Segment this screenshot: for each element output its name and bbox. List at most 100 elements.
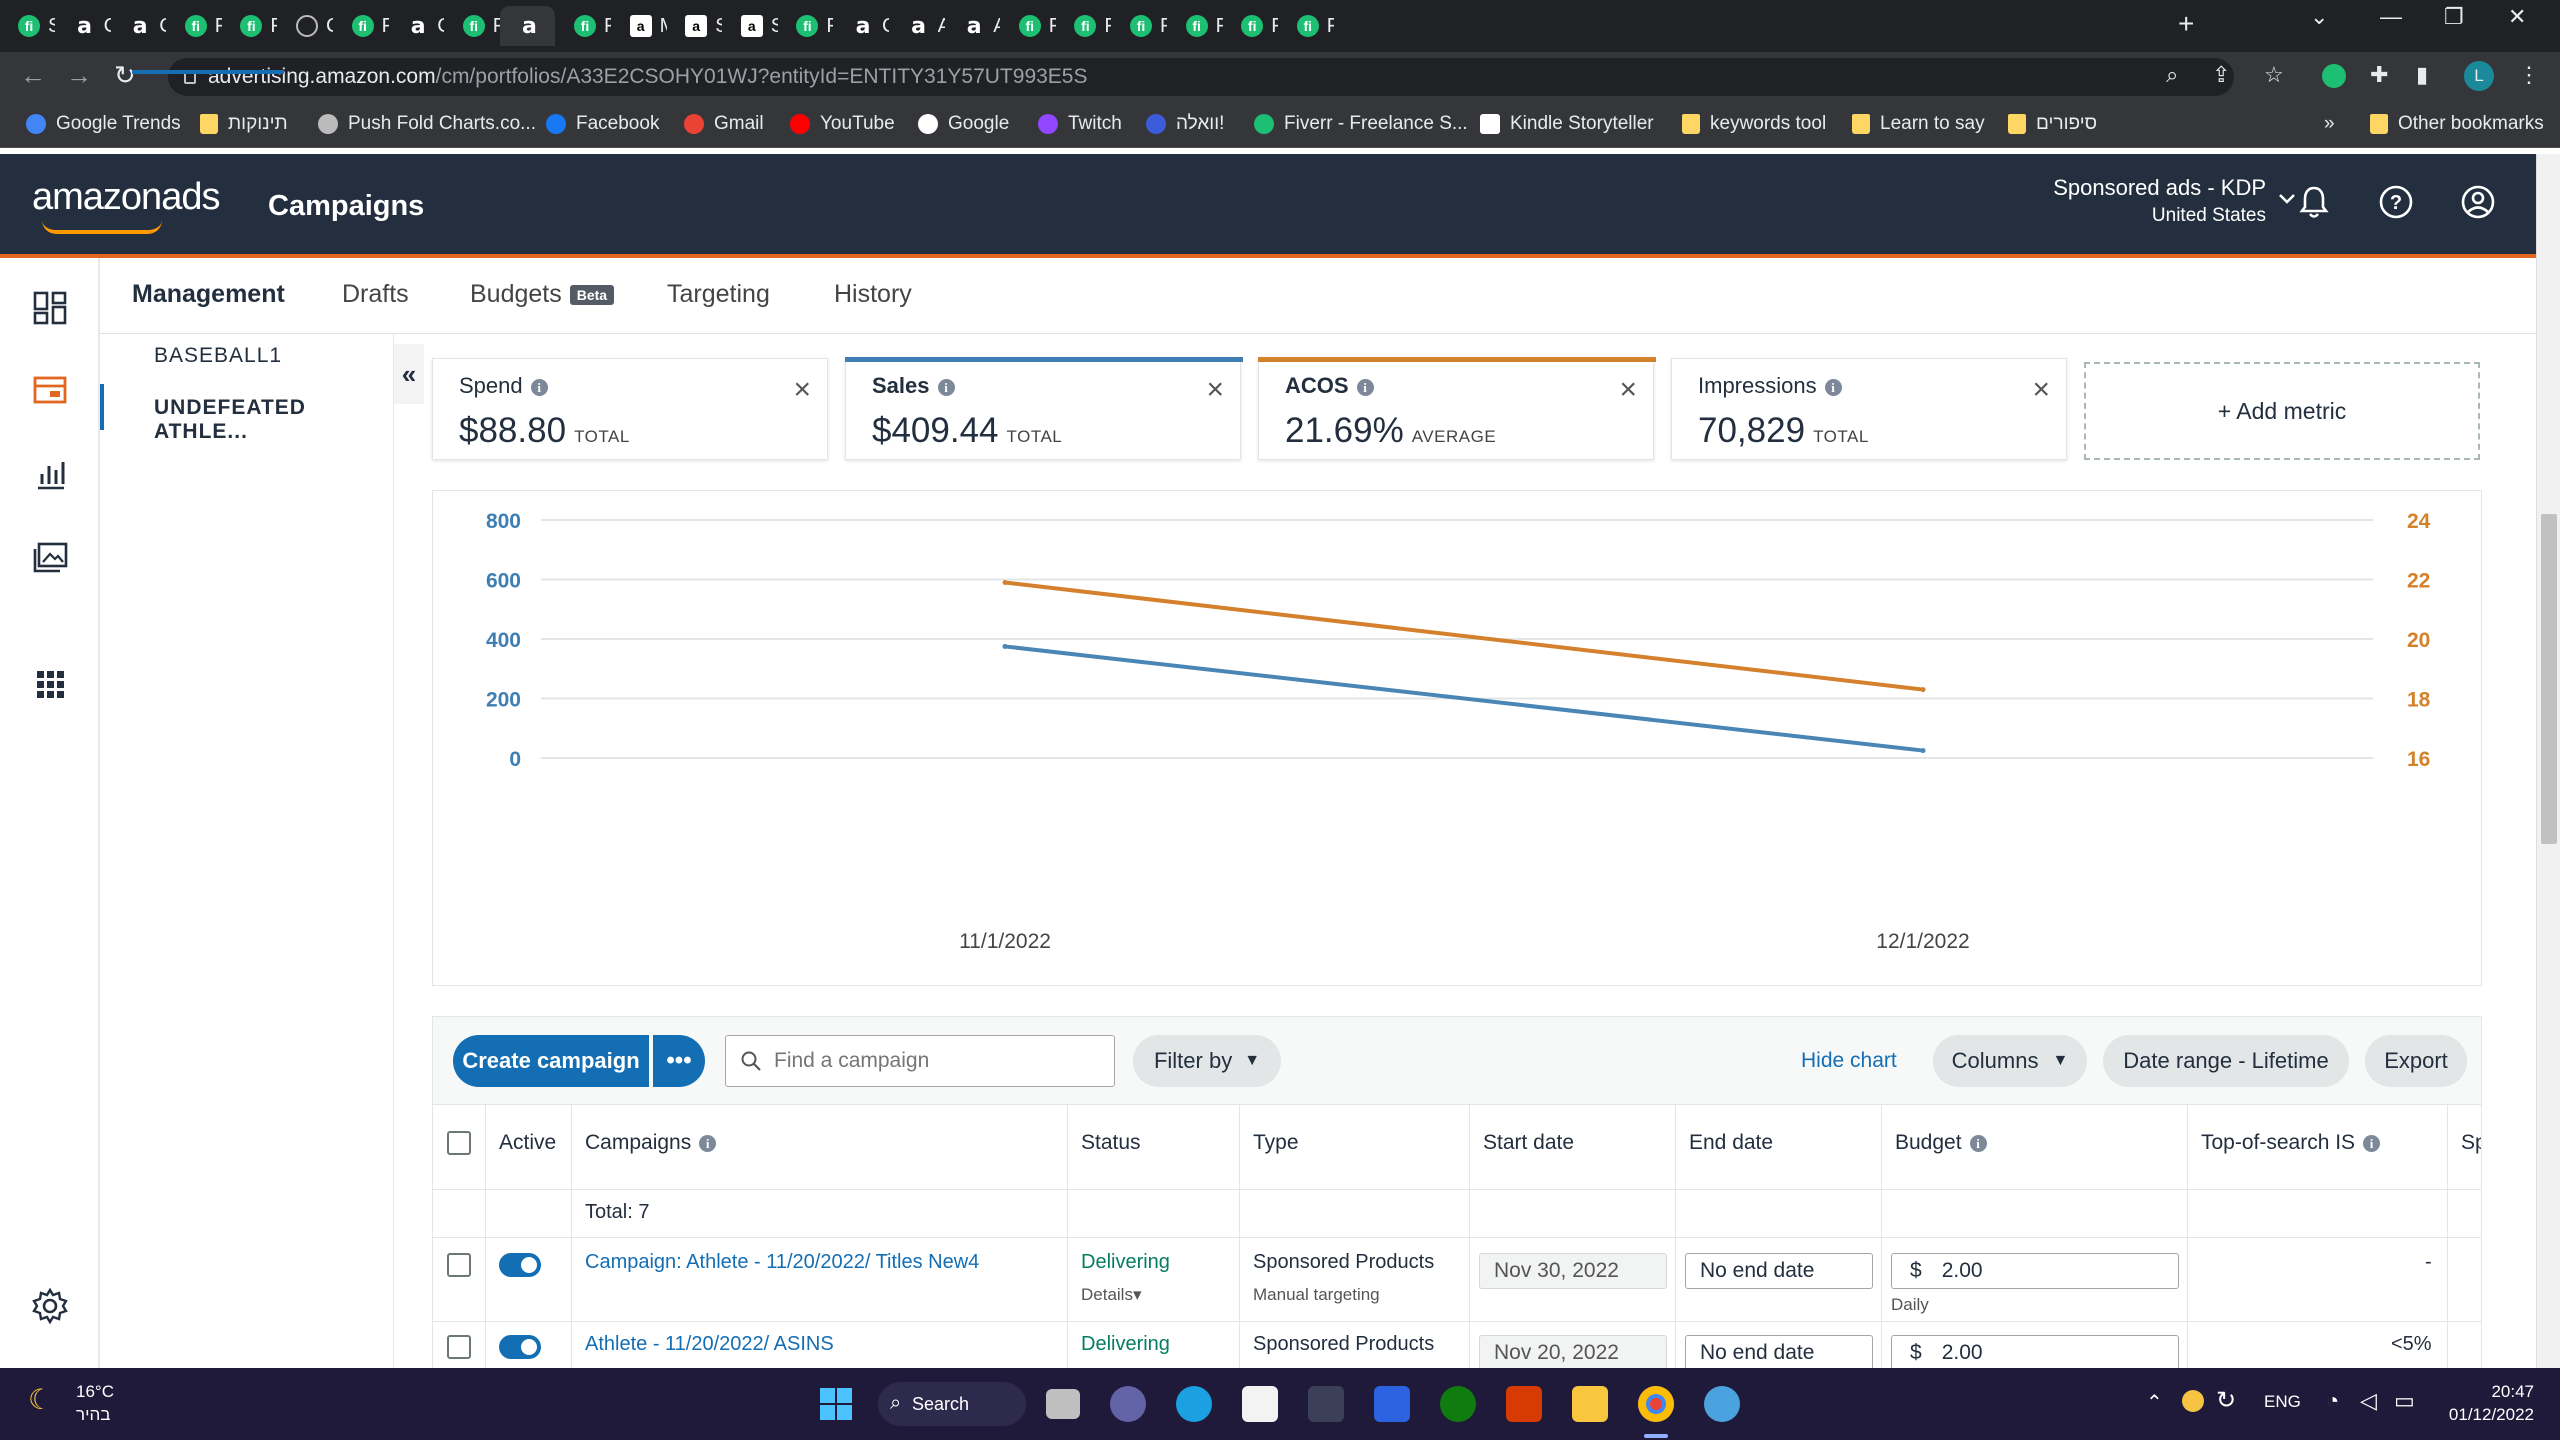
- bookmark-item[interactable]: וואלה!: [1146, 113, 1224, 135]
- page-scrollbar[interactable]: [2536, 154, 2560, 1368]
- browser-tab[interactable]: fi Five: [222, 6, 277, 46]
- metric-card-spend[interactable]: Spend i × $88.80 TOTAL: [432, 358, 828, 460]
- scrollbar-thumb[interactable]: [2541, 514, 2557, 844]
- column-header-sp[interactable]: Sp: [2461, 1131, 2481, 1154]
- extensions-puzzle-icon[interactable]: ✚: [2370, 62, 2389, 87]
- share-icon[interactable]: ⇪: [2212, 62, 2231, 87]
- maximize-icon[interactable]: ❐: [2444, 4, 2464, 29]
- taskbar-search-button[interactable]: ⌕ Search: [878, 1382, 1026, 1426]
- tab-search-icon[interactable]: ⌄: [2310, 4, 2329, 29]
- remove-metric-icon[interactable]: ×: [1619, 373, 1637, 406]
- bookmarks-overflow-icon[interactable]: »: [2324, 113, 2335, 134]
- browser-tab[interactable]: fi Five: [1223, 6, 1278, 46]
- details-dropdown[interactable]: Details▾: [1081, 1285, 1142, 1304]
- teams-chat-icon[interactable]: [1110, 1386, 1146, 1422]
- find-campaign-input[interactable]: [774, 1049, 1094, 1073]
- info-icon[interactable]: i: [2363, 1134, 2381, 1152]
- tray-app-icon[interactable]: [2182, 1390, 2204, 1412]
- zoom-icon[interactable]: ⌕: [2166, 62, 2179, 87]
- dashboard-icon[interactable]: [30, 288, 70, 328]
- bookmark-item[interactable]: YouTube: [790, 113, 895, 135]
- browser-tab[interactable]: fi Five: [1279, 6, 1334, 46]
- start-date-field[interactable]: Nov 30, 2022: [1479, 1253, 1667, 1289]
- bookmark-item[interactable]: Kindle Storyteller: [1480, 113, 1654, 135]
- campaign-name-link[interactable]: Athlete - 11/20/2022/ ASINS: [585, 1333, 834, 1355]
- tab-management[interactable]: Management: [132, 280, 285, 308]
- notifications-bell-icon[interactable]: [2294, 182, 2334, 222]
- column-header-campaigns[interactable]: Campaigns i: [585, 1131, 717, 1155]
- collapse-panel-button[interactable]: «: [394, 344, 424, 404]
- xbox-icon[interactable]: [1440, 1386, 1476, 1422]
- bookmark-item[interactable]: Google Trends: [26, 113, 181, 135]
- browser-tab[interactable]: Can: [278, 6, 333, 46]
- info-icon[interactable]: i: [699, 1134, 717, 1152]
- side-panel-icon[interactable]: ▮: [2416, 62, 2429, 87]
- column-header-active[interactable]: Active: [499, 1131, 557, 1154]
- browser-tab[interactable]: fi Five: [556, 6, 611, 46]
- browser-tab[interactable]: a Can: [834, 6, 889, 46]
- info-icon[interactable]: i: [1969, 1134, 1987, 1152]
- bookmark-star-icon[interactable]: ☆: [2264, 62, 2284, 87]
- row-checkbox[interactable]: [447, 1253, 471, 1277]
- system-clock[interactable]: 20:47 01/12/2022: [2449, 1380, 2534, 1426]
- new-tab-icon[interactable]: +: [2178, 8, 2195, 39]
- browser-tab[interactable]: fi Five: [1056, 6, 1111, 46]
- browser-tab[interactable]: a Ad: [945, 6, 1000, 46]
- browser-tab[interactable]: fi Five: [1112, 6, 1167, 46]
- file-explorer-icon[interactable]: [1572, 1386, 1608, 1422]
- more-actions-button[interactable]: •••: [653, 1035, 705, 1087]
- browser-tab[interactable]: fi Sell: [0, 6, 55, 46]
- user-account-icon[interactable]: [2458, 182, 2498, 222]
- start-date-field[interactable]: Nov 20, 2022: [1479, 1335, 1667, 1368]
- browser-tab[interactable]: fi Five: [334, 6, 389, 46]
- portfolio-item-undefeated-athlete[interactable]: UNDEFEATED ATHLE...: [154, 396, 306, 443]
- bookmark-item[interactable]: Push Fold Charts.co...: [318, 113, 536, 135]
- date-range-button[interactable]: Date range - Lifetime: [2103, 1035, 2349, 1087]
- bookmark-item[interactable]: Facebook: [546, 113, 659, 135]
- bookmark-item[interactable]: Google: [918, 113, 1009, 135]
- end-date-field[interactable]: No end date: [1685, 1253, 1873, 1289]
- help-icon[interactable]: ?: [2376, 182, 2416, 222]
- input-language[interactable]: ENG: [2264, 1392, 2301, 1411]
- campaign-search[interactable]: [725, 1035, 1115, 1087]
- browser-tab[interactable]: fi Five: [1168, 6, 1223, 46]
- other-bookmarks[interactable]: Other bookmarks: [2370, 113, 2544, 135]
- info-icon[interactable]: i: [1824, 378, 1842, 396]
- minimize-icon[interactable]: —: [2380, 4, 2402, 29]
- chevron-down-icon[interactable]: [2276, 188, 2298, 210]
- browser-tab[interactable]: a Stre: [667, 6, 722, 46]
- volume-icon[interactable]: ◁: [2360, 1388, 2377, 1413]
- weather-widget[interactable]: ☾ 16°C בהיר: [28, 1380, 114, 1426]
- end-date-field[interactable]: No end date: [1685, 1335, 1873, 1368]
- tab-targeting[interactable]: Targeting: [667, 280, 770, 308]
- browser-tab[interactable]: fi Five: [778, 6, 833, 46]
- browser-tab[interactable]: a Can: [111, 6, 166, 46]
- info-icon[interactable]: i: [1356, 378, 1374, 396]
- columns-button[interactable]: Columns ▼: [1933, 1035, 2087, 1087]
- export-button[interactable]: Export: [2365, 1035, 2467, 1087]
- browser-tab[interactable]: a Can: [56, 6, 110, 46]
- active-toggle[interactable]: [499, 1253, 541, 1277]
- add-metric-button[interactable]: + Add metric: [2084, 362, 2480, 460]
- amazon-ads-logo[interactable]: amazonads: [32, 176, 220, 218]
- column-header-status[interactable]: Status: [1081, 1131, 1141, 1154]
- profile-avatar[interactable]: L: [2464, 61, 2494, 91]
- tray-expand-icon[interactable]: ⌃: [2146, 1392, 2163, 1414]
- tab-budgets[interactable]: Budgets Beta: [470, 280, 615, 309]
- browser-tab[interactable]: fi Five: [167, 6, 222, 46]
- task-view-icon[interactable]: [1046, 1389, 1080, 1419]
- column-header-start-date[interactable]: Start date: [1483, 1131, 1575, 1154]
- reports-icon[interactable]: [30, 454, 70, 494]
- microsoft-store-icon[interactable]: [1242, 1386, 1278, 1422]
- reload-icon[interactable]: ↻: [114, 60, 136, 90]
- bookmark-item[interactable]: סיפורים: [2008, 113, 2097, 135]
- bookmark-item[interactable]: Twitch: [1038, 113, 1122, 135]
- browser-tab[interactable]: a✕: [500, 6, 556, 46]
- address-bar[interactable]: advertising.amazon.com/cm/portfolios/A33…: [168, 58, 2234, 96]
- settings-gear-icon[interactable]: [30, 1286, 70, 1326]
- office-icon[interactable]: [1506, 1386, 1542, 1422]
- tab-drafts[interactable]: Drafts: [342, 280, 409, 308]
- close-window-icon[interactable]: ✕: [2508, 4, 2527, 29]
- globe-app-icon[interactable]: [1704, 1386, 1740, 1422]
- forward-icon[interactable]: →: [66, 60, 92, 90]
